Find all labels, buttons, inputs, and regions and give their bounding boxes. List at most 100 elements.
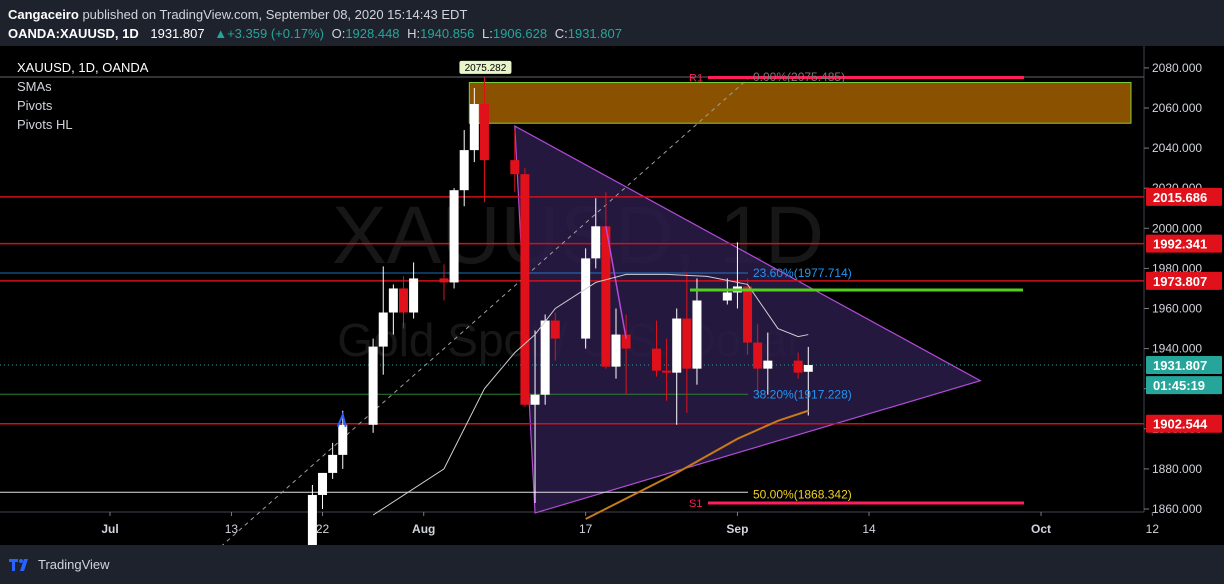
publish-info: Cangaceiro published on TradingView.com,…	[8, 7, 467, 22]
candle-body[interactable]	[753, 342, 763, 369]
price-axis-badge-text: 1931.807	[1153, 358, 1207, 373]
tradingview-logo-icon	[9, 559, 28, 571]
candle-body[interactable]	[601, 226, 611, 367]
time-tick-label: Sep	[726, 522, 748, 536]
price-axis-labels: 2015.686 1992.341 1973.807 1931.807 01:45:19…	[1146, 187, 1222, 433]
price-tick-label: 2080.000	[1152, 61, 1202, 75]
legend-item-pivots-hl[interactable]: Pivots HL	[17, 117, 73, 132]
candle-body[interactable]	[328, 454, 338, 473]
price-axis-badge	[1146, 376, 1222, 395]
candle-body[interactable]	[540, 320, 550, 395]
price-axis-badge-text: 1973.807	[1153, 274, 1207, 289]
candle-body[interactable]	[692, 300, 702, 369]
candle-body[interactable]	[520, 174, 530, 405]
candle-body[interactable]	[682, 318, 692, 369]
candle-body[interactable]	[469, 103, 479, 151]
close-label: C:	[554, 26, 568, 41]
high-value: 1940.856	[420, 26, 475, 41]
price-tick-label: 1960.000	[1152, 302, 1202, 316]
candle-body[interactable]	[581, 258, 591, 339]
time-tick-label: Aug	[412, 522, 435, 536]
ohlc-line: OANDA:XAUUSD, 1D 1931.807 ▲+3.359 (+0.17…	[8, 26, 622, 41]
time-tick-label: 13	[225, 522, 239, 536]
candle-body[interactable]	[368, 346, 378, 425]
candle-body[interactable]	[722, 292, 732, 301]
high-price-label: 2075.282	[465, 63, 507, 74]
candle-body[interactable]	[763, 360, 773, 369]
open-label: O:	[331, 26, 346, 41]
time-tick-label: Oct	[1031, 522, 1051, 536]
candle-body[interactable]	[591, 226, 601, 259]
candle-body[interactable]	[409, 278, 419, 313]
price-tick-label: 1860.000	[1152, 502, 1202, 516]
price-axis-area[interactable]	[1144, 46, 1224, 545]
candle-body[interactable]	[449, 190, 459, 283]
candle-body[interactable]	[439, 278, 449, 283]
candle-body[interactable]	[459, 150, 469, 191]
candle-body[interactable]	[479, 103, 489, 161]
candle-body[interactable]	[398, 288, 408, 313]
fib-level-label: 23.60%(1977.714)	[753, 266, 852, 280]
supply-zone[interactable]	[468, 82, 1132, 124]
chart-footer: TradingView	[0, 545, 1224, 584]
candle-body[interactable]	[621, 334, 631, 349]
publish-text: published on TradingView.com, September …	[82, 7, 468, 22]
price-axis-badge-text: 1902.544	[1153, 417, 1208, 432]
pattern-leg[interactable]	[605, 226, 627, 339]
candle-body[interactable]	[510, 160, 520, 175]
candle-body[interactable]	[530, 394, 540, 405]
candle-body[interactable]	[803, 365, 813, 372]
up-arrow-icon: ▲	[214, 26, 228, 41]
candle-body[interactable]	[611, 334, 621, 367]
candle-body[interactable]	[378, 312, 388, 347]
candle-body[interactable]	[662, 370, 672, 373]
price-chart[interactable]: XAUUSD, 1D Gold Spot / U.S. Dollar R1S10…	[0, 46, 1224, 545]
time-tick-label: 12	[1146, 522, 1160, 536]
candle-body[interactable]	[318, 472, 328, 495]
time-tick-label: 17	[579, 522, 593, 536]
time-tick-label: 14	[862, 522, 876, 536]
author-name[interactable]: Cangaceiro	[8, 7, 79, 22]
price-axis-badge	[1146, 356, 1222, 375]
time-tick-label: 22	[316, 522, 330, 536]
candle-body[interactable]	[651, 348, 661, 371]
chart-header: Cangaceiro published on TradingView.com,…	[0, 0, 1224, 46]
candle-body[interactable]	[793, 360, 803, 373]
candle-body[interactable]	[388, 288, 398, 313]
price-axis-badge	[1146, 414, 1222, 433]
price-axis-badge	[1146, 234, 1222, 253]
symbol-label: OANDA:XAUUSD, 1D	[8, 26, 139, 41]
legend: XAUUSD, 1D, OANDA SMAs Pivots Pivots HL	[17, 60, 149, 132]
legend-item-smas[interactable]: SMAs	[17, 79, 52, 94]
price-tick-label: 2000.000	[1152, 221, 1202, 235]
fib-level-label: 50.00%(1868.342)	[753, 487, 852, 501]
price-axis-badge	[1146, 187, 1222, 206]
legend-title: XAUUSD, 1D, OANDA	[17, 60, 149, 75]
price-axis-badge	[1146, 271, 1222, 290]
low-label: L:	[482, 26, 493, 41]
pivot-label: R1	[689, 73, 703, 85]
price-tick-label: 2060.000	[1152, 101, 1202, 115]
drawing-layer-over: R1 S1 0.00%(2075.485) 23.60%(1977.714) 38.20…	[336, 60, 1024, 520]
candle-body[interactable]	[338, 424, 348, 455]
price-tick-label: 2040.000	[1152, 141, 1202, 155]
candle-body[interactable]	[307, 494, 317, 545]
time-axis-ticks: Jul 13 22 Aug 17 Sep 14 Oct 12	[101, 512, 1159, 536]
fib-level-label: 0.00%(2075.485)	[753, 70, 845, 84]
tradingview-brand[interactable]: TradingView	[38, 557, 110, 572]
price-axis-badge-text: 2015.686	[1153, 190, 1207, 205]
sma-line[interactable]	[372, 273, 809, 516]
low-value: 1906.628	[492, 26, 548, 41]
time-tick-label: Jul	[101, 522, 118, 536]
last-price: 1931.807	[150, 26, 205, 41]
candle-body[interactable]	[550, 320, 560, 339]
pattern-leg[interactable]	[336, 411, 347, 428]
candle-body[interactable]	[743, 286, 753, 343]
price-tick-label: 1940.000	[1152, 342, 1202, 356]
legend-item-pivots[interactable]: Pivots	[17, 98, 53, 113]
candle-body[interactable]	[672, 318, 682, 373]
price-tick-label: 1880.000	[1152, 462, 1202, 476]
sma-line[interactable]	[585, 409, 809, 520]
fib-level-label: 38.20%(1917.228)	[753, 387, 852, 401]
open-value: 1928.448	[345, 26, 400, 41]
